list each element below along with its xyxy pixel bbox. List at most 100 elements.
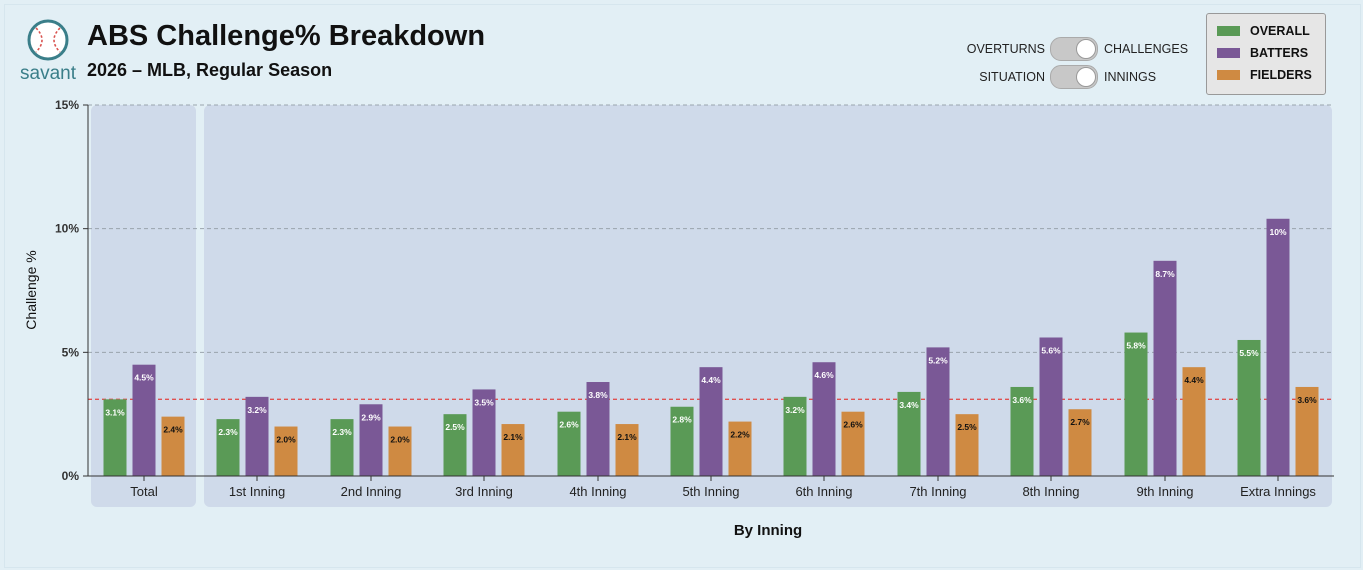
x-tick-label: 4th Inning xyxy=(569,484,626,499)
y-tick-label: 15% xyxy=(55,98,79,112)
bar-batters[interactable] xyxy=(359,404,383,476)
data-label: 5.8% xyxy=(1126,341,1146,351)
data-label: 4.4% xyxy=(1184,375,1204,385)
data-label: 3.6% xyxy=(1297,395,1317,405)
data-label: 5.5% xyxy=(1239,348,1259,358)
bar-overall[interactable] xyxy=(330,419,354,476)
bar-fielders[interactable] xyxy=(1295,386,1319,476)
data-label: 2.4% xyxy=(163,425,183,435)
x-tick-label: 7th Inning xyxy=(909,484,966,499)
data-label: 3.5% xyxy=(474,397,494,407)
bar-fielders[interactable] xyxy=(388,426,412,476)
bar-overall[interactable] xyxy=(216,419,240,476)
bar-fielders[interactable] xyxy=(501,424,525,476)
overturns-challenges-toggle-row: OVERTURNS CHALLENGES xyxy=(965,37,1188,61)
data-label: 4.6% xyxy=(814,370,834,380)
data-label: 2.3% xyxy=(218,427,238,437)
toggle-left-label[interactable]: SITUATION xyxy=(979,70,1045,84)
data-label: 2.8% xyxy=(672,415,692,425)
toggle-right-label[interactable]: CHALLENGES xyxy=(1104,42,1189,56)
data-label: 3.4% xyxy=(899,400,919,410)
data-label: 5.2% xyxy=(928,355,948,365)
bar-overall[interactable] xyxy=(897,391,921,476)
bar-fielders[interactable] xyxy=(161,416,185,476)
legend-swatch xyxy=(1217,48,1240,58)
legend-item-overall[interactable]: OVERALL xyxy=(1217,24,1310,38)
toggle-knob xyxy=(1076,39,1096,59)
legend-item-fielders[interactable]: FIELDERS xyxy=(1217,68,1312,82)
bar-fielders[interactable] xyxy=(615,424,639,476)
chart-legend: OVERALL BATTERS FIELDERS xyxy=(1206,13,1326,95)
overturns-challenges-toggle[interactable] xyxy=(1050,37,1098,61)
y-tick-label: 5% xyxy=(62,345,80,359)
data-label: 8.7% xyxy=(1155,269,1175,279)
data-label: 4.5% xyxy=(134,373,154,383)
bar-overall[interactable] xyxy=(1010,386,1034,476)
data-label: 2.2% xyxy=(730,430,750,440)
bar-batters[interactable] xyxy=(1153,260,1177,476)
bar-overall[interactable] xyxy=(1124,332,1148,476)
bar-batters[interactable] xyxy=(472,389,496,476)
data-label: 3.1% xyxy=(105,407,125,417)
bar-overall[interactable] xyxy=(1237,339,1261,476)
toggle-left-label[interactable]: OVERTURNS xyxy=(966,42,1045,56)
baseball-icon xyxy=(27,19,69,61)
x-tick-label: 2nd Inning xyxy=(341,484,402,499)
bar-batters[interactable] xyxy=(132,364,156,476)
data-label: 2.7% xyxy=(1070,417,1090,427)
bar-fielders[interactable] xyxy=(841,411,865,476)
data-label: 2.6% xyxy=(843,420,863,430)
bar-batters[interactable] xyxy=(812,362,836,476)
bar-fielders[interactable] xyxy=(1068,409,1092,476)
bar-overall[interactable] xyxy=(783,396,807,476)
situation-innings-toggle[interactable] xyxy=(1050,65,1098,89)
logo-text: savant xyxy=(20,63,76,84)
y-axis-label: Challenge % xyxy=(23,250,39,329)
legend-item-batters[interactable]: BATTERS xyxy=(1217,46,1308,60)
data-label: 3.2% xyxy=(247,405,267,415)
legend-label: BATTERS xyxy=(1250,46,1309,60)
data-label: 2.0% xyxy=(276,435,296,445)
x-tick-label: 6th Inning xyxy=(795,484,852,499)
data-label: 3.6% xyxy=(1012,395,1032,405)
bar-batters[interactable] xyxy=(1039,337,1063,476)
x-tick-label: Extra Innings xyxy=(1240,484,1316,499)
situation-innings-toggle-row: SITUATION INNINGS xyxy=(965,65,1156,89)
bar-overall[interactable] xyxy=(103,399,127,476)
toggle-right-label[interactable]: INNINGS xyxy=(1104,70,1157,84)
bar-fielders[interactable] xyxy=(728,421,752,476)
x-axis-label: By Inning xyxy=(734,522,802,539)
x-tick-label: 1st Inning xyxy=(229,484,285,499)
legend-label: OVERALL xyxy=(1250,24,1310,38)
bar-batters[interactable] xyxy=(586,382,610,476)
data-label: 3.8% xyxy=(588,390,608,400)
data-label: 2.5% xyxy=(445,422,465,432)
legend-label: FIELDERS xyxy=(1250,68,1312,82)
bar-overall[interactable] xyxy=(557,411,581,476)
x-tick-label: 9th Inning xyxy=(1136,484,1193,499)
data-label: 2.1% xyxy=(503,432,523,442)
bar-batters[interactable] xyxy=(926,347,950,476)
data-label: 4.4% xyxy=(701,375,721,385)
bar-fielders[interactable] xyxy=(955,414,979,476)
bar-fielders[interactable] xyxy=(1182,367,1206,476)
data-label: 2.5% xyxy=(957,422,977,432)
x-tick-label: 8th Inning xyxy=(1022,484,1079,499)
bar-overall[interactable] xyxy=(670,406,694,476)
savant-logo[interactable]: savant xyxy=(16,18,80,88)
x-tick-label: Total xyxy=(130,484,158,499)
legend-swatch xyxy=(1217,70,1240,80)
legend-swatch xyxy=(1217,26,1240,36)
bar-fielders[interactable] xyxy=(274,426,298,476)
data-label: 5.6% xyxy=(1041,345,1061,355)
data-label: 2.0% xyxy=(390,435,410,445)
bar-batters[interactable] xyxy=(245,396,269,476)
y-tick-label: 10% xyxy=(55,222,79,236)
data-label: 3.2% xyxy=(785,405,805,415)
bar-batters[interactable] xyxy=(699,367,723,476)
data-label: 10% xyxy=(1269,227,1286,237)
bar-batters[interactable] xyxy=(1266,218,1290,477)
bar-overall[interactable] xyxy=(443,414,467,476)
y-tick-label: 0% xyxy=(62,469,80,483)
